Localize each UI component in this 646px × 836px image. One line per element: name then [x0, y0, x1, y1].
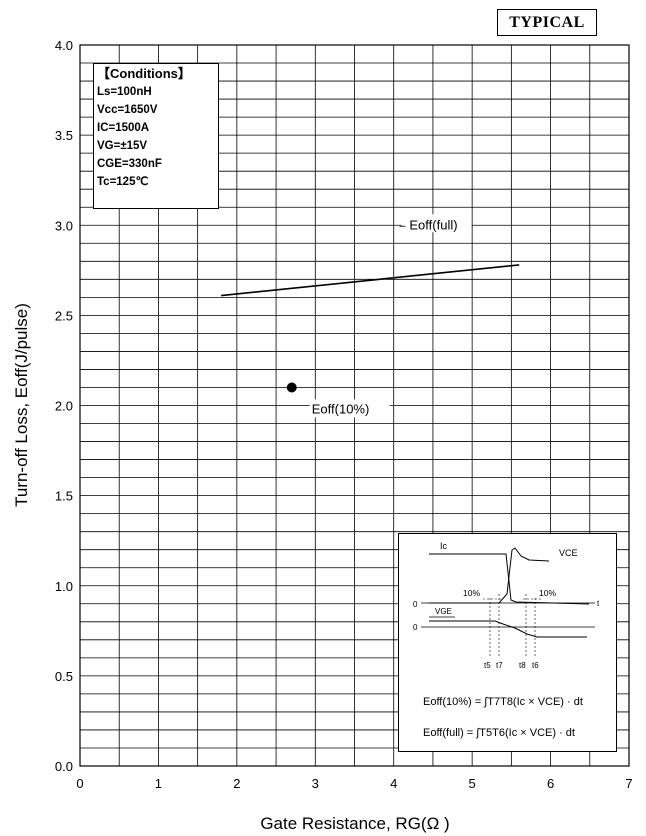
inset-vce-label: VCE [559, 548, 578, 558]
time-t8: t8 [519, 661, 526, 670]
y-tick-label: 0.0 [55, 759, 73, 774]
y-tick-label: 4.0 [55, 38, 73, 53]
conditions-box: 【Conditions】 Ls=100nH Vcc=1650V IC=1500A… [93, 63, 219, 209]
inset-t-label: t [597, 599, 600, 608]
y-tick-label: 3.0 [55, 218, 73, 233]
inset-vge-label: VGE [435, 607, 452, 616]
time-t7: t7 [496, 661, 503, 670]
y-tick-label: 1.0 [55, 579, 73, 594]
vge-waveform [429, 620, 587, 638]
vce-waveform [429, 547, 550, 604]
conditions-title: 【Conditions】 [97, 66, 191, 81]
formula-eoff-full: Eoff(full) = ∫T5T6(Ic × VCE) · dt [423, 727, 575, 739]
series-label-bg [401, 214, 472, 233]
x-tick-label: 6 [547, 776, 554, 791]
y-tick-label: 1.5 [55, 489, 73, 504]
inset-pct-right: 10% [539, 588, 556, 598]
x-tick-label: 5 [469, 776, 476, 791]
series-layer: Eoff(full) Eoff(10%) [221, 214, 520, 418]
condition-ls: Ls=100nH [97, 86, 152, 98]
formula-eoff-10: Eoff(10%) = ∫T7T8(Ic × VCE) · dt [423, 696, 583, 708]
x-tick-label: 0 [76, 776, 83, 791]
y-axis-label: Turn-off Loss, Eoff(J/pulse) [12, 303, 31, 507]
series-label-bg [309, 399, 390, 418]
x-tick-label: 2 [233, 776, 240, 791]
x-tick-label: 4 [390, 776, 397, 791]
series-label-eoff-10: Eoff(10%) [312, 401, 370, 416]
x-axis-label: Gate Resistance, RG(Ω ) [260, 814, 449, 833]
y-tick-label: 2.0 [55, 399, 73, 414]
waveform-diagram: Ic VCE 0 t 10% 10% VGE 0 t5 t7 t8 t6 Eof… [413, 541, 600, 739]
waveform-inset: Ic VCE 0 t 10% 10% VGE 0 t5 t7 t8 t6 Eof… [398, 533, 617, 752]
time-t6: t6 [532, 661, 539, 670]
series-line-eoff-full [221, 264, 520, 297]
series-label-eoff-full: Eoff(full) [409, 217, 457, 232]
inset-pct-left: 10% [463, 588, 480, 598]
series-point-eoff-10 [286, 382, 297, 393]
plot-frame [79, 44, 630, 767]
time-t5: t5 [484, 661, 491, 670]
typical-badge: TYPICAL [497, 9, 597, 36]
x-tick-labels: 0 1 2 3 4 5 6 7 [76, 776, 632, 791]
condition-ic: IC=1500A [97, 122, 150, 134]
x-tick-label: 7 [625, 776, 632, 791]
y-tick-label: 0.5 [55, 669, 73, 684]
condition-vcc: Vcc=1650V [97, 104, 158, 116]
condition-cge: CGE=330nF [97, 158, 162, 170]
inset-ic-label: Ic [440, 541, 448, 551]
inset-zero-top: 0 [413, 600, 418, 609]
x-tick-label: 3 [312, 776, 319, 791]
condition-vg: VG=±15V [97, 140, 148, 152]
inset-zero-bottom: 0 [413, 623, 418, 632]
y-tick-labels: 0.0 0.5 1.0 1.5 2.0 2.5 3.0 3.5 4.0 [55, 38, 73, 774]
x-tick-label: 1 [155, 776, 162, 791]
y-tick-label: 3.5 [55, 128, 73, 143]
y-tick-label: 2.5 [55, 308, 73, 323]
condition-tc: Tc=125℃ [97, 176, 149, 188]
